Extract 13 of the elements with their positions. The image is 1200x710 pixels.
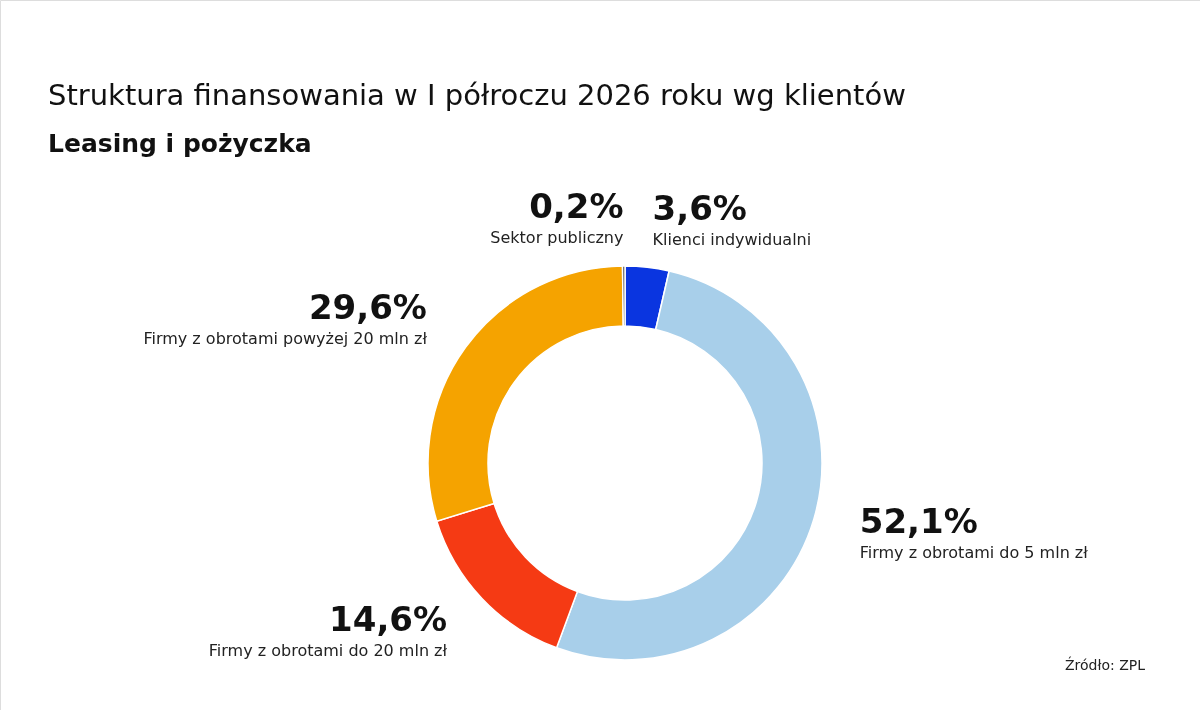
data-label: 3,6% [652, 187, 747, 228]
data-label: 52,1% [859, 501, 978, 542]
text: Źródło: ZPL [1064, 656, 1146, 673]
data-label: 14,6% [329, 599, 448, 640]
data-label: 0,2% [529, 186, 624, 226]
slice-label: Klienci indywidualni [652, 229, 812, 249]
slice-label: Firmy z obrotami do 5 mln zł [859, 543, 1089, 563]
chart-title: Struktura finansowania w I półroczu 2026 roku wg klientów [48, 78, 906, 112]
data-label: 29,6% [308, 286, 427, 327]
slice-label: Firmy z obrotami powyżej 20 mln zł [143, 328, 428, 348]
chart-subtitle: Leasing i pożyczka [48, 129, 312, 158]
slice-label: Sektor publiczny [490, 228, 624, 247]
slice-label: Firmy z obrotami do 20 mln zł [208, 641, 448, 661]
